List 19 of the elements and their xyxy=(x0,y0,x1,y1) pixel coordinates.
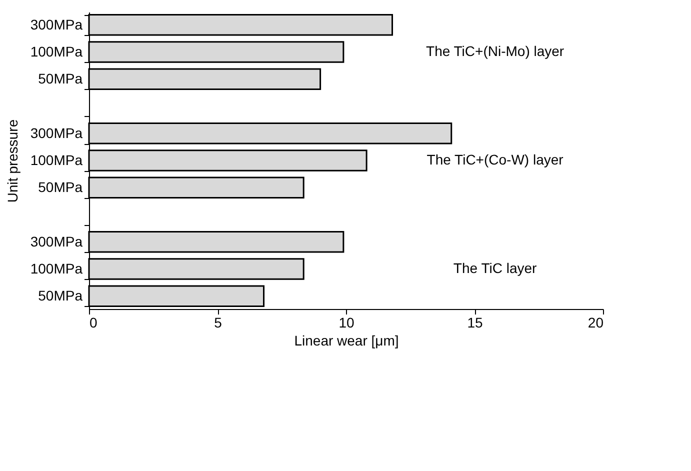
x-tick-label: 15 xyxy=(467,314,483,330)
y-tick-label: 100MPa xyxy=(30,260,83,276)
annotation: The TiC+(Ni-Mo) layer xyxy=(426,43,564,60)
y-tick-label: 100MPa xyxy=(30,44,83,60)
x-axis-title: Linear wear [μm] xyxy=(294,332,399,348)
y-tick-label: 50MPa xyxy=(38,179,83,196)
x-tick-label: 0 xyxy=(90,314,98,330)
x-tick-label: 10 xyxy=(338,314,354,330)
y-tick-label: 300MPa xyxy=(30,124,83,141)
y-tick-label: 50MPa xyxy=(38,288,83,304)
x-tick-label: 5 xyxy=(214,314,222,330)
annotation: The TiC layer xyxy=(453,260,538,276)
annotation: The TiC+(Co-W) layer xyxy=(426,152,564,168)
x-tick-label: 20 xyxy=(588,314,604,330)
y-tick-label: 50MPa xyxy=(38,70,83,87)
y-tick-label: 300MPa xyxy=(30,16,83,32)
y-tick-label: 100MPa xyxy=(30,152,83,168)
y-tick-label: 300MPa xyxy=(30,233,83,250)
y-axis-title: Unit pressure xyxy=(4,119,20,203)
